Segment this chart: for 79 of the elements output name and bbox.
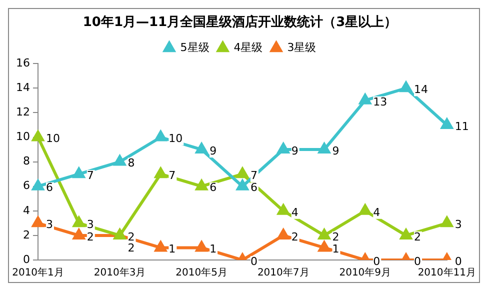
- data-label: 9: [210, 144, 217, 158]
- point: [278, 143, 290, 154]
- y-tick-label: 10: [16, 130, 30, 144]
- data-label: 0: [414, 254, 422, 268]
- data-label: 2: [414, 230, 422, 244]
- point: [400, 228, 412, 240]
- point: [154, 168, 166, 178]
- point: [196, 180, 208, 190]
- point: [318, 228, 330, 240]
- x-tick-label: 2010年1月: [12, 266, 64, 279]
- data-label: 2: [332, 230, 340, 244]
- point: [154, 130, 166, 142]
- data-label: 2: [291, 230, 298, 244]
- legend-label: 5星级: [180, 40, 210, 54]
- data-label: 6: [250, 181, 258, 194]
- point: [196, 241, 208, 252]
- point: [441, 216, 453, 228]
- data-label: 1: [168, 242, 176, 256]
- y-tick-label: 8: [22, 154, 30, 168]
- data-label: 3: [86, 218, 94, 232]
- data-label: 11: [454, 120, 469, 133]
- x-tick-label: 2010年7月: [257, 266, 310, 279]
- point: [73, 228, 85, 240]
- data-label: 2: [128, 230, 135, 244]
- point: [318, 241, 330, 252]
- point: [400, 82, 412, 92]
- point: [318, 143, 330, 154]
- point: [73, 168, 85, 178]
- data-label: 4: [291, 206, 298, 219]
- data-label: 0: [250, 254, 258, 268]
- data-label: 8: [128, 156, 135, 170]
- y-tick-label: 0: [22, 252, 30, 266]
- point: [236, 168, 248, 178]
- x-tick-label: 2010年5月: [176, 266, 228, 279]
- legend-label: 3星级: [287, 40, 316, 54]
- data-label: 3: [46, 218, 53, 232]
- point: [32, 180, 44, 190]
- point: [441, 118, 453, 129]
- data-label: 3: [454, 218, 462, 232]
- data-label: 6: [210, 181, 217, 194]
- point: [278, 228, 290, 240]
- data-label: 0: [454, 254, 462, 268]
- point: [236, 180, 248, 190]
- data-label: 9: [332, 144, 340, 158]
- data-label: 7: [168, 168, 176, 182]
- data-label: 2: [86, 230, 94, 244]
- x-tick-label: 2010年11月: [418, 266, 476, 279]
- y-tick-label: 16: [16, 56, 30, 70]
- point: [114, 155, 126, 166]
- data-label: 14: [414, 83, 428, 96]
- data-label: 6: [46, 181, 53, 194]
- point: [278, 204, 290, 215]
- chart-title: 10年1月—11月全国星级酒店开业数统计（3星以上）: [82, 14, 398, 30]
- point: [32, 130, 44, 142]
- data-label: 1: [332, 242, 340, 256]
- data-label: 4: [373, 206, 380, 219]
- data-label: 1: [210, 242, 217, 256]
- data-label: 2: [128, 241, 135, 254]
- x-tick-label: 2010年9月: [339, 266, 392, 279]
- data-label: 0: [373, 254, 380, 268]
- data-label: 9: [291, 144, 298, 158]
- data-label: 7: [86, 168, 94, 182]
- data-label: 7: [250, 168, 258, 182]
- y-tick-label: 14: [16, 81, 30, 94]
- point: [359, 204, 371, 215]
- point: [154, 241, 166, 252]
- x-tick-label: 2010年3月: [94, 266, 146, 279]
- data-label: 13: [373, 95, 388, 108]
- data-label: 10: [168, 132, 183, 146]
- y-tick-label: 6: [22, 179, 30, 192]
- legend-label: 4星级: [234, 40, 263, 54]
- point: [359, 94, 371, 104]
- data-label: 10: [46, 132, 60, 146]
- y-tick-label: 4: [22, 204, 30, 217]
- y-tick-label: 2: [22, 228, 30, 242]
- point: [73, 216, 85, 228]
- point: [196, 143, 208, 154]
- point: [32, 216, 44, 228]
- y-tick-label: 12: [16, 106, 30, 119]
